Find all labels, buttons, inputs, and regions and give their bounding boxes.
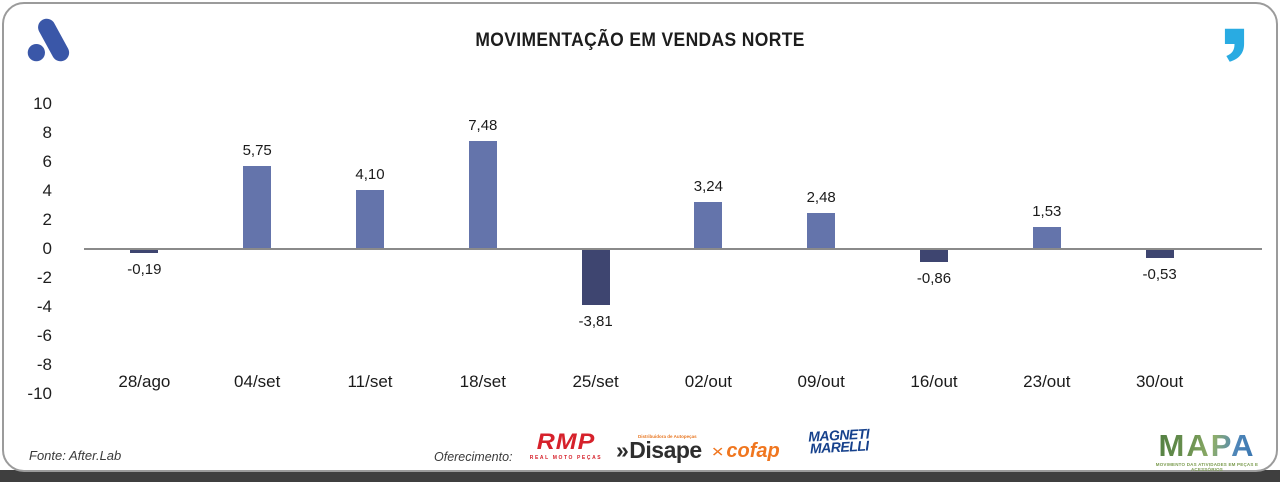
- disape-chevrons-icon: »: [616, 437, 629, 463]
- sponsor-logo-magneti-marelli: MAGNETI MARELLI: [802, 425, 875, 457]
- disape-wordmark: »Disape: [616, 437, 702, 463]
- page-title: MOVIMENTAÇÃO EM VENDAS NORTE: [475, 30, 805, 51]
- background-strip: [0, 470, 1280, 482]
- sponsor-logo-disape: Distribuidora de Autopeças »Disape: [616, 434, 702, 463]
- x-tick-02/out: 02/out: [684, 372, 733, 391]
- sponsor-label: Oferecimento:: [434, 450, 513, 464]
- y-tick-0: 0: [42, 239, 52, 258]
- value-label-28/ago: -0,19: [127, 260, 162, 278]
- value-label-09/out: 2,48: [806, 189, 836, 207]
- y-tick-2: 2: [42, 210, 52, 229]
- rmp-subtext: REAL MOTO PEÇAS: [529, 455, 603, 461]
- bar-11/set: [356, 189, 384, 249]
- sponsor-logo-cofap: ✕ cofap: [711, 440, 780, 463]
- bar-02/out: [694, 202, 723, 249]
- value-label-23/out: 1,53: [1032, 202, 1062, 220]
- chart-card: MOVIMENTAÇÃO EM VENDAS NORTE 10 8 6 4 2 0 -2 -4…: [2, 2, 1278, 472]
- y-tick-6: 6: [42, 152, 52, 171]
- magneti-line2: MARELLI: [809, 437, 870, 457]
- y-tick--8: -8: [36, 355, 52, 374]
- value-label-02/out: 3,24: [693, 178, 723, 196]
- quote-icon: [1224, 28, 1245, 62]
- x-tick-23/out: 23/out: [1023, 372, 1071, 391]
- y-tick--6: -6: [36, 326, 52, 345]
- bar-04/set: [243, 165, 272, 249]
- x-tick-09/out: 09/out: [797, 372, 845, 391]
- x-tick-18/set: 18/set: [459, 372, 506, 391]
- y-tick-10: 10: [33, 94, 52, 113]
- mapa-logo: MAPA MOVIMENTO DAS ATIVIDADES EM PEÇAS E…: [1152, 430, 1262, 472]
- mapa-subtext: MOVIMENTO DAS ATIVIDADES EM PEÇAS E ACES…: [1155, 462, 1259, 472]
- sponsor-logo-rmp: RMP REAL MOTO PEÇAS: [520, 429, 612, 461]
- value-label-18/set: 7,48: [468, 116, 498, 134]
- y-tick-8: 8: [42, 123, 52, 142]
- bar-28/ago: [130, 250, 159, 253]
- x-tick-30/out: 30/out: [1135, 372, 1184, 391]
- bar-30/out: [1145, 250, 1174, 258]
- x-tick-16/out: 16/out: [910, 372, 958, 391]
- y-tick--2: -2: [36, 268, 52, 287]
- cofap-x-icon: ✕: [711, 444, 725, 460]
- x-tick-25/set: 25/set: [572, 372, 619, 391]
- zero-axis-line: [84, 248, 1262, 250]
- y-tick--10: -10: [27, 384, 52, 403]
- after-lab-logo-icon: [27, 18, 70, 62]
- x-tick-28/ago: 28/ago: [118, 372, 171, 391]
- value-label-25/set: -3,81: [578, 313, 613, 331]
- x-tick-04/set: 04/set: [234, 372, 281, 391]
- rmp-wordmark: RMP: [536, 429, 596, 455]
- x-tick-11/set: 11/set: [347, 372, 393, 391]
- bar-16/out: [920, 250, 948, 263]
- value-label-16/out: -0,86: [916, 270, 952, 288]
- bar-25/set: [581, 250, 610, 306]
- mapa-wordmark: MAPA: [1152, 430, 1262, 461]
- value-label-04/set: 5,75: [242, 141, 272, 159]
- y-axis: 10 8 6 4 2 0 -2 -4 -6 -8 -10: [4, 94, 52, 403]
- value-label-11/set: 4,10: [355, 165, 385, 183]
- plot-area: -0,19 28/ago 5,75 04/set 4,10 11/set 7,48 18/se…: [88, 104, 1216, 394]
- value-label-30/out: -0,53: [1142, 265, 1177, 283]
- source-note: Fonte: After.Lab: [29, 448, 122, 463]
- cofap-wordmark: cofap: [726, 440, 780, 462]
- y-tick-4: 4: [42, 181, 52, 200]
- bar-23/out: [1032, 226, 1061, 249]
- bar-09/out: [807, 213, 836, 249]
- disape-subtext: Distribuidora de Autopeças: [638, 434, 697, 439]
- bar-18/set: [468, 140, 497, 249]
- disape-name: Disape: [629, 437, 702, 463]
- y-tick--4: -4: [36, 297, 52, 316]
